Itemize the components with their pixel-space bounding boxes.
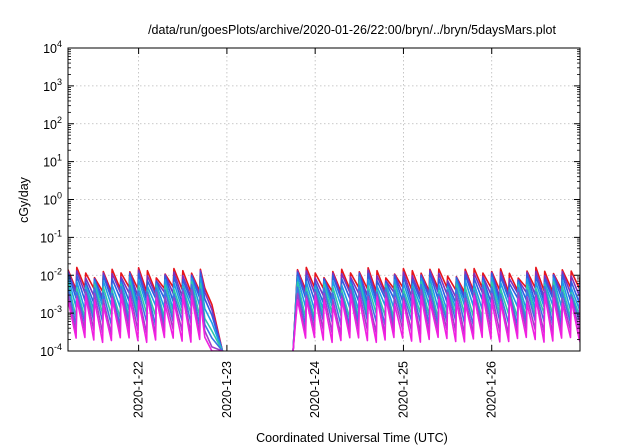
y-tick-label: 10-2 [40,266,62,283]
y-tick-label: 104 [43,39,62,56]
chart-title: /data/run/goesPlots/archive/2020-01-26/2… [148,23,556,37]
plot-area [68,266,580,351]
series-line-2-segment-2 [292,269,580,351]
series-line-7-segment-2 [292,288,580,351]
y-axis-label: cGy/day [17,176,31,223]
x-tick-label: 2020-1-25 [396,361,410,418]
series-line-8-segment-1 [68,293,223,351]
y-tick-label: 10-3 [40,304,62,321]
y-tick-label: 103 [43,77,62,94]
y-tick-labels: 10-4 10-3 10-2 10-1 100 101 102 103 104 [40,39,62,359]
y-tick-label: 10-4 [40,342,62,359]
series-line-1-segment-2 [292,266,580,351]
x-axis-label: Coordinated Universal Time (UTC) [256,431,448,445]
x-tick-labels: 2020-1-22 2020-1-23 2020-1-24 2020-1-25 2020… [132,361,499,418]
y-tick-label: 10-1 [40,228,62,245]
x-tick-label: 2020-1-22 [132,361,146,418]
series-line-3-segment-2 [292,271,580,351]
x-tick-label: 2020-1-26 [485,361,499,418]
y-tick-label: 102 [43,115,62,132]
series-line-6-segment-2 [292,283,580,351]
series-line-4-segment-2 [292,276,580,351]
x-tick-label: 2020-1-24 [308,361,322,418]
x-tick-label: 2020-1-23 [220,361,234,418]
series-line-8-segment-2 [292,293,580,351]
axis-ticks [68,47,580,352]
y-tick-label: 101 [43,153,62,170]
series-line-5-segment-2 [292,280,580,351]
y-tick-label: 100 [43,191,62,208]
